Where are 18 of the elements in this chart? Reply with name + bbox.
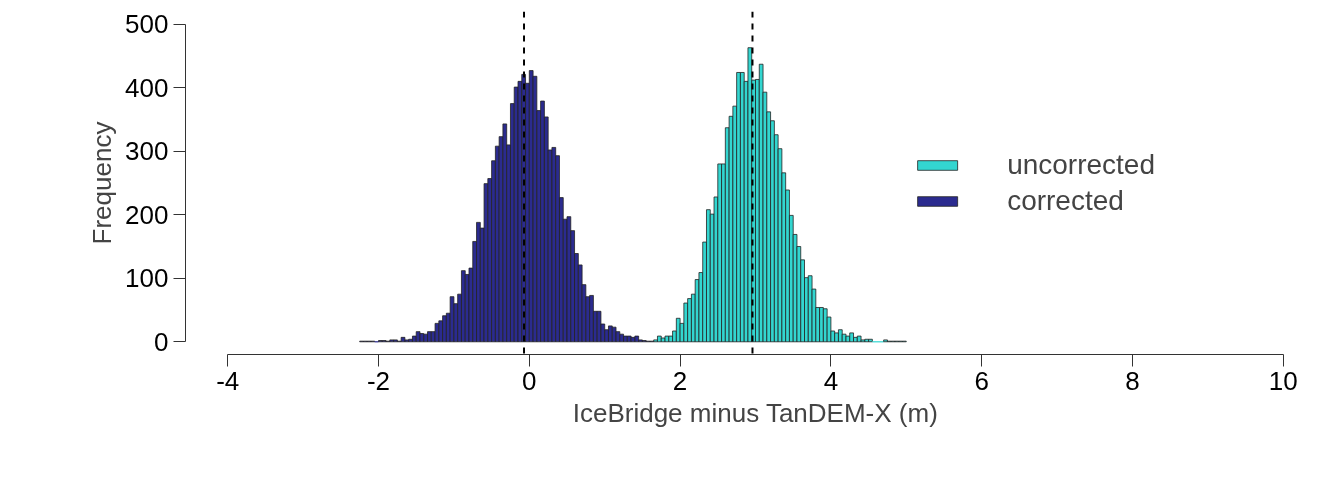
y-axis-title: Frequency <box>87 121 118 245</box>
y-tick-label: 100 <box>125 263 169 294</box>
legend-label: corrected <box>1007 184 1124 217</box>
x-tick-label: 6 <box>974 365 989 396</box>
legend-label: uncorrected <box>1007 148 1155 181</box>
x-tick-label: 2 <box>672 365 688 396</box>
x-tick-label: 10 <box>1268 365 1298 396</box>
y-tick-label: 300 <box>125 136 169 167</box>
x-tick-label: 8 <box>1125 365 1140 396</box>
x-axis-title: IceBridge minus TanDEM-X (m) <box>572 397 938 428</box>
y-tick-label: 500 <box>125 9 169 40</box>
x-tick-label: 0 <box>522 365 537 396</box>
y-tick-label: 200 <box>125 199 169 230</box>
x-tick-label: -2 <box>366 365 391 396</box>
y-tick-label: 0 <box>154 326 169 357</box>
x-tick-label: -4 <box>216 365 240 396</box>
x-tick-label: 4 <box>823 365 839 396</box>
y-tick-label: 400 <box>125 72 169 103</box>
